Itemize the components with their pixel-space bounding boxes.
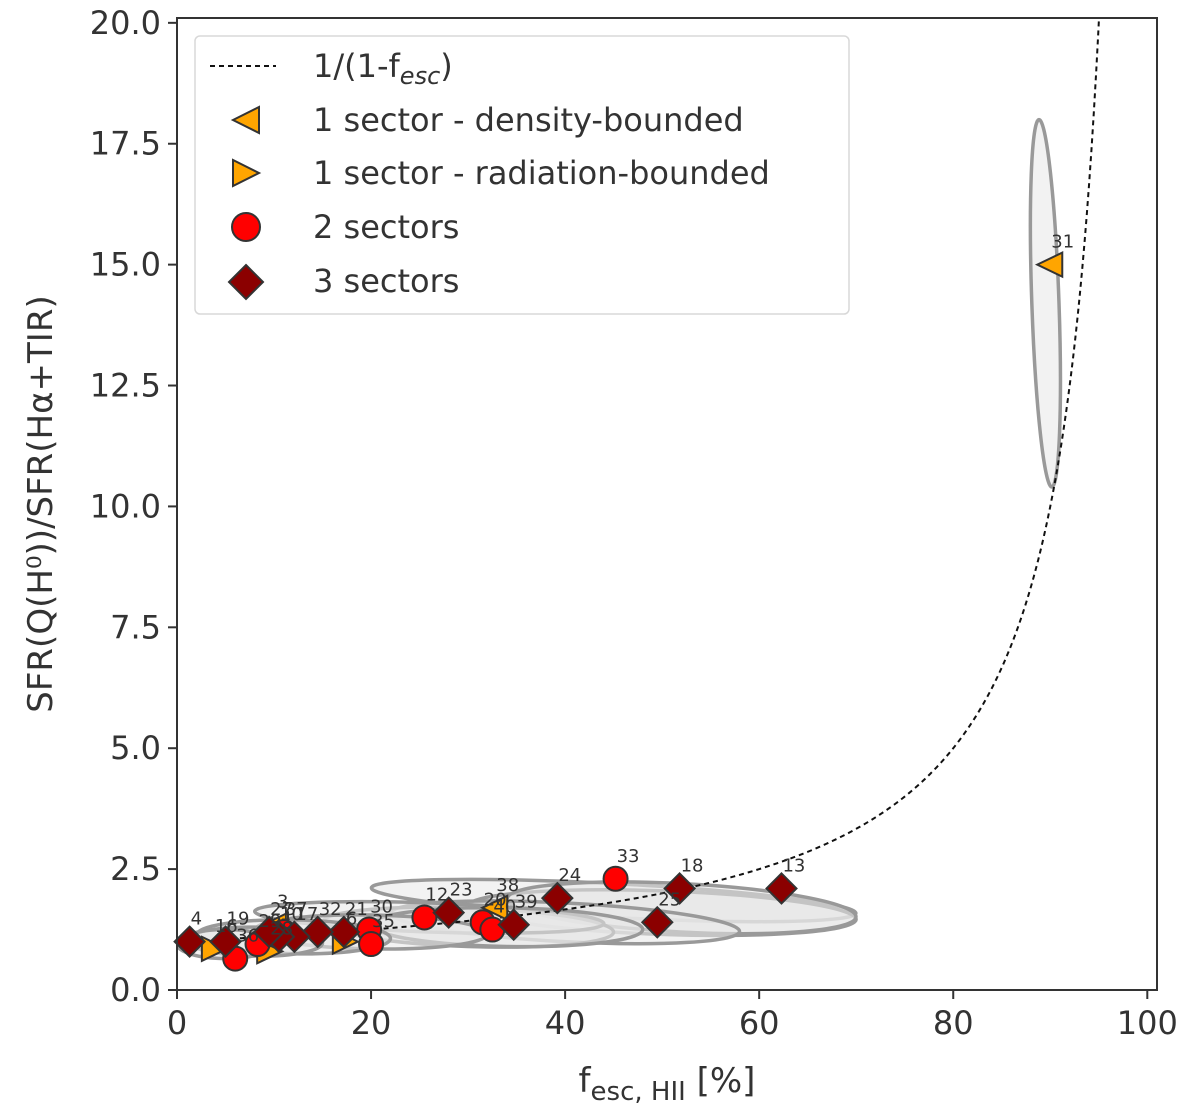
point-diamond-32 bbox=[301, 915, 335, 949]
point-label-37: 37 bbox=[285, 899, 308, 920]
legend-radiation-bounded-label: 1 sector - radiation-bounded bbox=[313, 154, 770, 192]
uncertainty-ellipse-0 bbox=[1028, 117, 1063, 489]
y-tick-label-15: 15.0 bbox=[90, 246, 161, 284]
point-label-18: 18 bbox=[681, 855, 704, 876]
x-axis-title-sub: esc, HII bbox=[591, 1077, 686, 1107]
point-diamond-24 bbox=[540, 881, 574, 915]
y-tick-label-20: 20.0 bbox=[90, 4, 161, 42]
legend-curve-label: 1/(1-fesc) bbox=[313, 47, 453, 90]
point-label-28: 28 bbox=[270, 918, 293, 939]
legend-density-bounded-label: 1 sector - density-bounded bbox=[313, 101, 744, 139]
point-label-36: 36 bbox=[236, 926, 259, 947]
point-label-33: 33 bbox=[617, 846, 640, 867]
point-label-10: 10 bbox=[280, 904, 303, 925]
point-diamond-19 bbox=[209, 925, 242, 959]
axes: 0 20 40 60 80 1000.02.55.07.510.012.515.017.5… bbox=[90, 4, 1178, 1042]
point-label-35: 35 bbox=[372, 911, 395, 932]
y-tick-label-0: 0.0 bbox=[110, 971, 161, 1009]
point-label-24: 24 bbox=[558, 865, 581, 886]
y-tick-label-2.5: 2.5 bbox=[110, 850, 161, 888]
x-tick-label-20: 20 bbox=[351, 1004, 392, 1042]
point-label-32: 32 bbox=[319, 899, 342, 920]
x-tick-label-60: 60 bbox=[739, 1004, 780, 1042]
legend-curve-label-main: 1/(1-f bbox=[313, 47, 401, 85]
point-label-20: 20 bbox=[484, 889, 507, 910]
legend-three-sectors-label: 3 sectors bbox=[313, 262, 459, 300]
point-label-12: 12 bbox=[425, 884, 448, 905]
point-label-3: 3 bbox=[277, 892, 288, 913]
point-circle-33 bbox=[602, 865, 629, 892]
point-label-4: 4 bbox=[191, 909, 202, 930]
x-axis-title-unit: [%] bbox=[686, 1061, 756, 1101]
point-label-23: 23 bbox=[450, 880, 473, 901]
x-tick-label-80: 80 bbox=[933, 1004, 974, 1042]
y-tick-label-17.5: 17.5 bbox=[90, 125, 161, 163]
legend-curve-label-tail: ) bbox=[440, 47, 452, 85]
legend-radiation-bounded-marker bbox=[232, 158, 262, 188]
point-circle-40 bbox=[479, 916, 506, 943]
point-label-38: 38 bbox=[496, 875, 519, 896]
x-axis-title: fesc, HII [%] bbox=[579, 1061, 756, 1107]
point-circle-12 bbox=[411, 904, 438, 931]
legend-frame bbox=[194, 35, 850, 315]
legend: 1/(1-fesc) 1 sector - density-bounded 1 … bbox=[194, 35, 850, 315]
point-label-31: 31 bbox=[1051, 232, 1074, 253]
data-points bbox=[173, 251, 1064, 972]
point-label-6: 6 bbox=[346, 909, 357, 930]
point-diamond-18 bbox=[663, 872, 697, 905]
point-circle-35 bbox=[358, 931, 385, 958]
x-tick-label-40: 40 bbox=[545, 1004, 586, 1042]
point-diamond-13 bbox=[765, 872, 798, 905]
point-label-17: 17 bbox=[295, 904, 318, 925]
y-tick-label-10: 10.0 bbox=[90, 487, 161, 525]
point-label-29: 29 bbox=[259, 911, 282, 932]
point-diamond-25 bbox=[640, 905, 674, 939]
point-label-21: 21 bbox=[345, 899, 368, 920]
x-tick-label-100: 100 bbox=[1117, 1004, 1178, 1042]
x-tick-label-0: 0 bbox=[167, 1004, 187, 1042]
x-axis-title-main: f bbox=[579, 1061, 592, 1101]
point-label-30: 30 bbox=[370, 897, 393, 918]
point-diamond-39 bbox=[497, 908, 531, 942]
legend-two-sectors-label: 2 sectors bbox=[313, 208, 459, 246]
point-label-13: 13 bbox=[782, 855, 805, 876]
y-tick-label-12.5: 12.5 bbox=[90, 367, 161, 405]
point-diamond-23 bbox=[432, 896, 466, 930]
point-label-27: 27 bbox=[270, 899, 293, 920]
y-tick-label-7.5: 7.5 bbox=[110, 608, 161, 646]
point-diamond-4 bbox=[173, 925, 207, 959]
point-label-19: 19 bbox=[227, 909, 250, 930]
point-label-16: 16 bbox=[215, 916, 238, 937]
plot-frame bbox=[176, 17, 1158, 991]
point-label-40: 40 bbox=[493, 897, 516, 918]
legend-three-sectors-marker bbox=[227, 263, 265, 301]
y-axis-title: SFR(Q(H⁰))/SFR(Hα+TIR) bbox=[21, 295, 61, 712]
point-diamond-21 bbox=[327, 915, 361, 949]
point-label-25: 25 bbox=[658, 889, 681, 910]
legend-density-bounded-marker bbox=[230, 105, 260, 135]
point-tri-left-31 bbox=[1034, 251, 1064, 279]
y-tick-label-5: 5.0 bbox=[110, 729, 161, 767]
point-tri-left-38 bbox=[479, 894, 509, 922]
legend-curve-label-sub: esc bbox=[400, 62, 440, 90]
legend-two-sectors-marker bbox=[231, 212, 261, 242]
point-diamond-27 bbox=[252, 915, 286, 949]
point-label-39: 39 bbox=[515, 892, 538, 913]
